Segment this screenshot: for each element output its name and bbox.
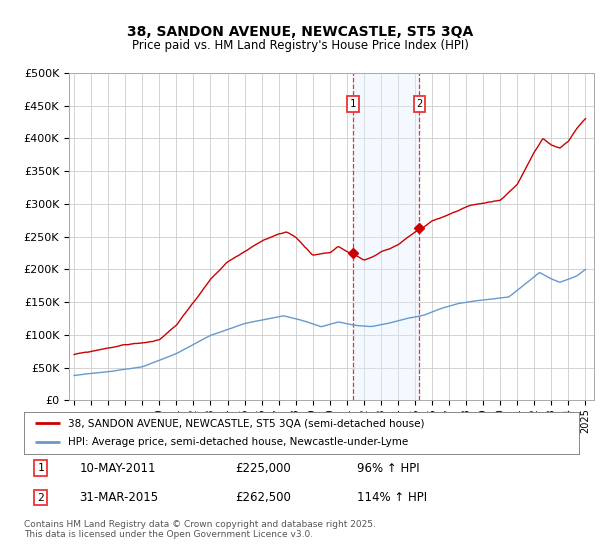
Text: 2: 2: [37, 493, 44, 502]
Text: 1: 1: [350, 99, 356, 109]
Text: 2: 2: [416, 99, 422, 109]
Text: £225,000: £225,000: [235, 461, 290, 475]
Text: 96% ↑ HPI: 96% ↑ HPI: [357, 461, 419, 475]
Text: 38, SANDON AVENUE, NEWCASTLE, ST5 3QA: 38, SANDON AVENUE, NEWCASTLE, ST5 3QA: [127, 25, 473, 39]
Text: 1: 1: [37, 463, 44, 473]
Text: HPI: Average price, semi-detached house, Newcastle-under-Lyme: HPI: Average price, semi-detached house,…: [68, 437, 409, 447]
Text: Price paid vs. HM Land Registry's House Price Index (HPI): Price paid vs. HM Land Registry's House …: [131, 39, 469, 52]
Text: 114% ↑ HPI: 114% ↑ HPI: [357, 491, 427, 504]
Bar: [353, 73, 419, 400]
Text: Contains HM Land Registry data © Crown copyright and database right 2025.
This d: Contains HM Land Registry data © Crown c…: [24, 520, 376, 539]
Text: 38, SANDON AVENUE, NEWCASTLE, ST5 3QA (semi-detached house): 38, SANDON AVENUE, NEWCASTLE, ST5 3QA (s…: [68, 418, 425, 428]
Text: £262,500: £262,500: [235, 491, 291, 504]
Text: 31-MAR-2015: 31-MAR-2015: [79, 491, 158, 504]
Text: 10-MAY-2011: 10-MAY-2011: [79, 461, 156, 475]
